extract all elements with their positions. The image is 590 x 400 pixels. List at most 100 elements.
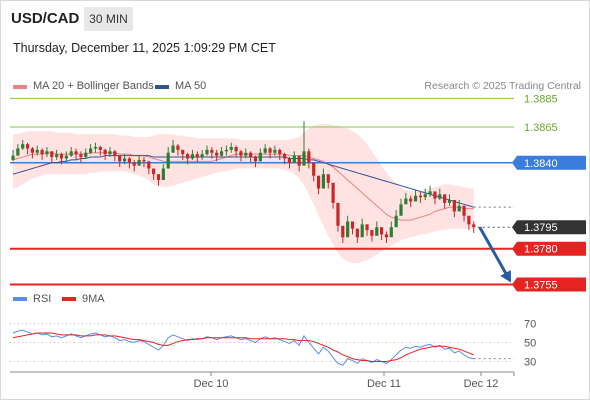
candle-body: [210, 149, 214, 153]
x-axis: Dec 10 Dec 11 Dec 12: [10, 371, 515, 390]
candle-body: [462, 205, 466, 216]
candle-body: [360, 224, 364, 238]
rsi-tick-label: 30: [524, 357, 536, 369]
x-tick-label: Dec 10: [194, 378, 229, 390]
rsi-legend-swatch: [13, 297, 27, 301]
candle-body: [132, 162, 136, 166]
x-tick-label: Dec 12: [464, 378, 499, 390]
rsi-tick-label: 50: [524, 338, 536, 350]
candle-body: [69, 151, 73, 156]
candle-body: [404, 198, 408, 205]
x-tick-label: Dec 11: [367, 378, 401, 390]
candle-body: [89, 148, 93, 153]
candle-body: [21, 144, 25, 149]
pivot-label-bg: [512, 155, 586, 170]
level-lines-layer: [10, 97, 514, 286]
candle-body: [428, 191, 432, 195]
candle-body: [50, 151, 54, 158]
forecast-arrow-head: [500, 269, 511, 283]
candle-body: [447, 200, 452, 203]
candle-body: [40, 149, 44, 155]
candle-body: [118, 155, 122, 162]
candle-body: [370, 230, 374, 236]
candle-body: [93, 147, 98, 149]
candle-body: [263, 148, 267, 153]
candle-body: [312, 162, 316, 176]
candle-body: [74, 151, 78, 155]
forecast-arrow-layer: [478, 226, 511, 283]
candle-body: [355, 228, 359, 238]
candle-body: [278, 149, 282, 155]
candle-body: [384, 234, 389, 238]
candle-body: [418, 195, 422, 198]
candle-body: [108, 151, 112, 155]
candle-body: [302, 151, 306, 166]
candle-body: [331, 182, 335, 203]
candle-body: [200, 154, 204, 158]
candle-body: [297, 155, 301, 166]
candle-body: [452, 200, 456, 212]
current-label: 1.3795: [524, 222, 558, 234]
support-1-label: 1.3780: [524, 244, 558, 256]
candle-body: [127, 158, 131, 163]
candle-body: [433, 191, 437, 199]
candle-body: [244, 152, 248, 156]
candle-body: [413, 195, 418, 202]
candle-body: [472, 224, 476, 228]
pivot-label: 1.3840: [524, 158, 558, 170]
candle-body: [219, 151, 224, 156]
candle-body: [186, 154, 190, 159]
bollinger-band-layer: [13, 124, 474, 264]
candle-body: [234, 147, 238, 152]
candle-body: [350, 221, 355, 229]
rsi-ma-legend-label: 9MA: [82, 293, 105, 305]
candle-body: [156, 174, 161, 180]
candle-body: [103, 149, 107, 155]
candle-body: [268, 148, 272, 153]
timeframe-badge[interactable]: 30 MIN: [84, 7, 133, 31]
candle-body: [443, 194, 447, 203]
resistance-2-label: 1.3885: [524, 93, 558, 105]
candle-body: [375, 227, 379, 236]
rsi-legend-label: RSI: [33, 293, 52, 305]
candle-body: [190, 154, 195, 159]
rsi-tick-label: 70: [524, 319, 536, 331]
candle-body: [64, 155, 68, 159]
candle-body: [224, 149, 228, 152]
candle-body: [30, 148, 34, 153]
candle-body: [341, 225, 345, 238]
ma50-legend-label: MA 50: [175, 80, 207, 92]
ma50-line: [12, 155, 474, 208]
candle-body: [176, 145, 180, 150]
candle-body: [79, 154, 83, 158]
candle-body: [321, 174, 325, 189]
rsi-panel: 70 50 30: [10, 319, 536, 369]
candle-body: [161, 168, 165, 180]
rsi-ma-line: [12, 332, 474, 362]
candle-body: [137, 159, 141, 166]
candle-body: [205, 149, 209, 155]
level-labels-layer: 1.3885 1.3865 1.3840 1.3795 1.3780 1.3755: [512, 93, 586, 292]
support-2-label-bg: [512, 277, 586, 292]
candle-body: [147, 161, 151, 169]
candle-body: [258, 152, 262, 162]
candle-body: [171, 145, 175, 153]
candle-body: [113, 151, 117, 156]
candle-body: [181, 149, 185, 155]
candle-body: [394, 215, 398, 228]
candle-body: [389, 227, 393, 238]
candle-body: [292, 155, 296, 163]
candle-body: [84, 152, 88, 158]
candle-body: [98, 147, 102, 150]
candle-body: [283, 154, 287, 159]
candle-body: [467, 215, 471, 225]
candle-body: [166, 152, 170, 169]
candle-body: [55, 154, 59, 158]
candle-body: [239, 151, 243, 156]
support-2-label: 1.3755: [524, 280, 558, 292]
currency-pair-title: USD/CAD: [11, 10, 80, 27]
candle-body: [59, 154, 64, 159]
candle-body: [122, 158, 127, 162]
candle-body: [229, 147, 233, 150]
